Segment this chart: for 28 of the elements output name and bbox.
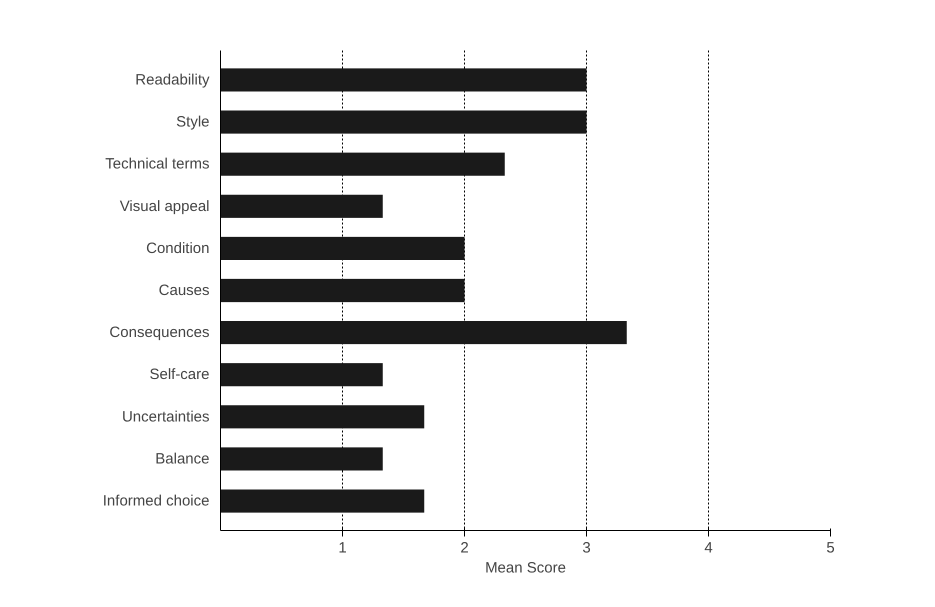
x-tick-label: 1: [338, 540, 347, 556]
bar: [220, 489, 424, 513]
bar: [220, 236, 464, 260]
bar: [220, 363, 383, 386]
bar: [220, 152, 505, 176]
y-tick-label: Uncertainties: [122, 408, 210, 426]
x-tick-label: 5: [826, 540, 835, 556]
y-tick-label: Balance: [155, 450, 210, 468]
y-tick-label: Consequences: [109, 324, 210, 342]
y-tick-label: Condition: [146, 240, 210, 257]
x-tick-label: 4: [704, 540, 713, 556]
y-tick-label: Technical terms: [105, 156, 210, 173]
x-tick-label: 3: [582, 540, 591, 556]
bar: [220, 321, 627, 344]
x-tick-label: 2: [460, 540, 469, 556]
bar: [220, 68, 586, 92]
y-tick-label: Self-care: [149, 366, 210, 384]
y-tick-label: Causes: [158, 282, 210, 299]
bar: [220, 110, 586, 134]
bar: [220, 405, 424, 428]
x-axis-title: Mean Score: [485, 560, 566, 576]
bar: [220, 278, 464, 302]
bar: [220, 447, 383, 470]
y-tick-label: Visual appeal: [120, 198, 210, 215]
y-tick-label: Style: [176, 114, 210, 131]
bar: [220, 194, 383, 218]
y-tick-label: Readability: [135, 71, 210, 88]
y-tick-label: Informed choice: [102, 492, 210, 510]
